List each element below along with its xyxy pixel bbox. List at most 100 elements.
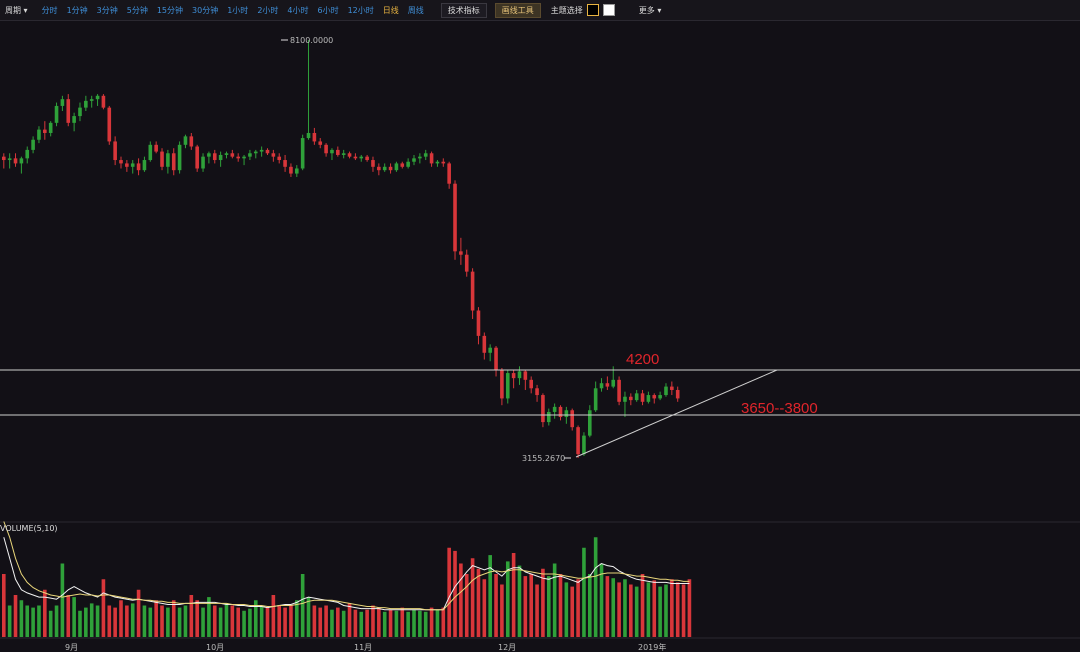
volume-bar: [576, 579, 580, 637]
candle-body: [541, 395, 545, 423]
volume-bar: [300, 574, 305, 637]
volume-bar: [148, 607, 153, 637]
candle-body: [482, 335, 487, 353]
ascending-trendline[interactable]: [575, 369, 778, 458]
candle-body: [212, 153, 217, 161]
volume-bar: [113, 607, 117, 637]
volume-bar: [195, 600, 199, 637]
volume-bar: [154, 600, 158, 637]
candle-body: [488, 347, 492, 353]
interval-tab[interactable]: 5分钟: [126, 5, 148, 15]
candle-body: [248, 153, 252, 157]
interval-tab[interactable]: 1分钟: [66, 5, 88, 15]
volume-bar: [582, 547, 586, 637]
candle-body: [78, 107, 82, 117]
candle-body: [377, 166, 381, 171]
volume-bar: [189, 595, 194, 637]
x-tick-label: 10月: [206, 643, 224, 652]
interval-tab[interactable]: 6小时: [317, 5, 339, 15]
candle-body: [259, 149, 264, 152]
volume-bar: [441, 607, 446, 637]
candle-body: [371, 160, 375, 167]
interval-tab[interactable]: 1小时: [227, 5, 249, 15]
volume-bar: [482, 579, 487, 637]
volume-bar: [681, 584, 686, 637]
candle-body: [25, 149, 30, 159]
theme-light-swatch[interactable]: [602, 4, 615, 16]
candle-body: [400, 163, 405, 167]
volume-bar: [365, 609, 369, 637]
chart-toolbar: 周期 ▾ 分时 1分钟 3分钟 5分钟 15分钟 30分钟 1小时 2小时 4小…: [0, 0, 1080, 21]
x-tick-label: 9月: [65, 643, 78, 652]
volume-bar: [289, 605, 293, 637]
volume-bar: [517, 565, 522, 637]
candle-body: [599, 383, 604, 389]
candle-body: [336, 149, 340, 155]
candle-body: [84, 100, 88, 108]
candle-body: [142, 160, 147, 171]
candle-body: [107, 107, 112, 142]
interval-tab[interactable]: 周线: [407, 5, 424, 15]
candle-body: [576, 427, 580, 455]
candle-body: [605, 383, 610, 387]
draw-tool-button[interactable]: 画线工具: [494, 2, 541, 18]
candle-body: [593, 388, 598, 411]
low-price-label: 3155.2670: [522, 454, 565, 463]
period-dropdown[interactable]: 周期 ▾: [5, 5, 28, 15]
volume-bar: [658, 586, 662, 637]
volume-bar: [646, 582, 651, 637]
volume-bar: [60, 563, 65, 637]
candle-body: [54, 105, 59, 123]
volume-bar: [201, 607, 205, 637]
interval-tab[interactable]: 3分钟: [96, 5, 118, 15]
volume-bar: [66, 595, 71, 637]
more-dropdown[interactable]: 更多 ▾: [638, 5, 662, 15]
interval-tab[interactable]: 4小时: [287, 5, 309, 15]
volume-bar: [89, 603, 94, 637]
volume-bar: [605, 576, 610, 637]
interval-tab[interactable]: 分时: [41, 5, 58, 15]
theme-dark-swatch[interactable]: [586, 4, 599, 16]
volume-bar: [423, 611, 428, 637]
candle-body: [295, 168, 299, 174]
candle-body: [535, 388, 539, 396]
candle-body: [359, 156, 364, 159]
volume-bar: [277, 605, 282, 637]
candle-body: [160, 151, 164, 167]
interval-tab[interactable]: 12小时: [347, 5, 374, 15]
volume-bar: [142, 605, 147, 637]
candle-body: [447, 163, 451, 184]
volume-bar: [341, 610, 346, 637]
volume-bar: [505, 561, 510, 637]
volume-bar: [13, 595, 18, 637]
volume-bar: [634, 586, 639, 637]
candle-body: [265, 149, 270, 154]
volume-bar: [640, 574, 645, 637]
candle-body: [664, 386, 668, 396]
tech-indicator-button[interactable]: 技术指标: [440, 2, 487, 18]
interval-tab[interactable]: 30分钟: [192, 5, 219, 15]
volume-bar: [78, 610, 82, 637]
candlestick-series: [2, 40, 680, 458]
volume-bar: [212, 605, 217, 637]
interval-tab[interactable]: 15分钟: [156, 5, 184, 15]
candle-body: [324, 144, 328, 154]
candle-body: [412, 158, 416, 162]
volume-bar: [447, 547, 451, 637]
candle-body: [529, 379, 533, 389]
interval-tab-active[interactable]: 日线: [382, 5, 399, 15]
interval-tab[interactable]: 2小时: [257, 5, 279, 15]
volume-bar: [470, 558, 475, 637]
volume-bar: [593, 537, 598, 637]
candle-body: [289, 166, 293, 174]
more-label: 更多: [638, 5, 655, 15]
candle-body: [652, 395, 657, 399]
volume-bar: [687, 579, 692, 637]
volume-bar: [19, 600, 24, 637]
volume-bar: [617, 582, 621, 637]
candle-body: [171, 153, 176, 171]
volume-bar: [2, 574, 6, 637]
candle-body: [177, 144, 182, 171]
volume-bar: [259, 605, 264, 637]
